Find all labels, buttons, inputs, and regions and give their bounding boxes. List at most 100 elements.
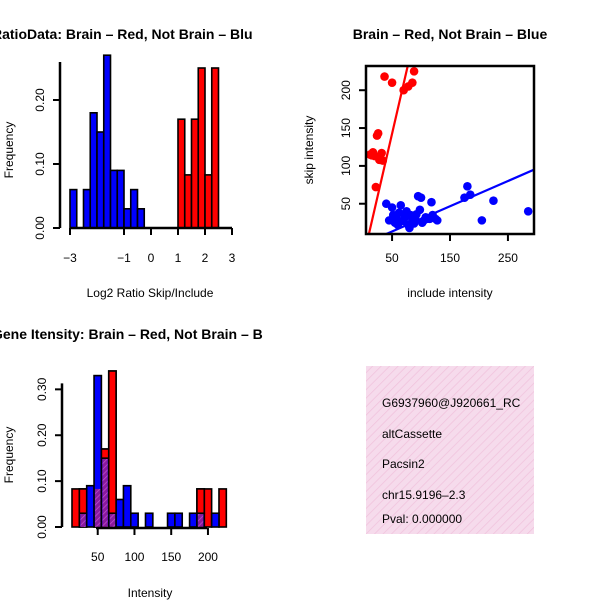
intensity-bar-brain-top-5 (196, 488, 206, 515)
intensity-histogram-panel: Gene Itensity: Brain – Red, Not Brain – … (0, 326, 263, 600)
intensity-overlap-185 (197, 513, 204, 527)
scatter-plot-area (366, 66, 534, 234)
scatter-point-not-brain-27 (427, 197, 436, 207)
scatter-points (366, 66, 534, 234)
scatter-point-not-brain-32 (463, 182, 472, 191)
intensity-bar-not-brain-7 (129, 512, 139, 528)
info-gene-name: Pacsin2 (382, 457, 425, 471)
ratio-bar-not-brain-6 (116, 169, 125, 229)
intensity-axes: 50 100 150 200 0.00 0.10 0.20 0.30 (35, 377, 218, 564)
intensity-overlap-65 (109, 513, 116, 527)
scatter-point-brain-16 (409, 66, 419, 76)
intensity-bars (71, 370, 228, 528)
ratio-y-tick-label-2: 0.20 (33, 88, 47, 112)
ratio-y-tick-label-1: 0.10 (33, 152, 47, 176)
intensity-overlap-45 (95, 488, 101, 527)
scatter-point-brain-11 (380, 72, 389, 81)
info-location: chr15.9196–2.3 (382, 488, 466, 502)
intensity-bar-not-brain-9 (166, 512, 176, 528)
ratio-x-label: Log2 Ratio Skip/Include (87, 286, 214, 300)
ratio-x-tick-label-0: −3 (63, 251, 77, 265)
scatter-axes: 50 150 250 50 100 150 200 (339, 64, 536, 265)
scatter-point-not-brain-20 (415, 205, 425, 215)
scatter-point-brain-9 (377, 148, 386, 158)
scatter-x-tick-label-2: 250 (498, 251, 518, 265)
scatter-y-tick-label-3: 200 (339, 80, 353, 100)
intensity-x-tick-label-3: 200 (198, 550, 218, 564)
ratio-bar-not-brain-4 (102, 54, 112, 229)
scatter-x-tick-label-1: 150 (440, 251, 460, 265)
ratio-bar-brain-5 (210, 67, 220, 229)
intensity-bar-not-brain-10 (174, 512, 184, 528)
intensity-bar-not-brain-1 (85, 484, 95, 528)
ratio-bar-brain-0 (177, 118, 186, 229)
scatter-point-not-brain-30 (432, 216, 442, 225)
scatter-fit-line-brain (367, 66, 409, 234)
ratio-bar-brain-2 (190, 118, 200, 229)
scatter-y-tick-label-0: 50 (339, 197, 353, 211)
ratio-x-tick-label-1: −1 (117, 251, 131, 265)
scatter-point-not-brain-21 (416, 193, 426, 202)
intensity-x-tick-label-2: 150 (161, 550, 181, 564)
scatter-chart-title: Brain – Red, Not Brain – Blue (353, 26, 548, 42)
scatter-point-brain-15 (408, 78, 417, 87)
ratio-bar-not-brain-7 (123, 208, 132, 229)
ratio-x-tick-label-4: 2 (202, 251, 209, 265)
intensity-y-tick-label-2: 0.20 (35, 423, 49, 447)
ratio-bar-not-brain-5 (109, 169, 119, 229)
scatter-point-brain-12 (387, 78, 397, 87)
intensity-y-tick-label-0: 0.00 (35, 515, 49, 539)
ratio-bar-not-brain-9 (136, 208, 146, 229)
info-pval: Pval: 0.000000 (382, 512, 462, 526)
ratio-histogram-panel: RatioData: Brain – Red, Not Brain – Blu … (0, 26, 253, 300)
intensity-x-tick-label-1: 100 (124, 550, 144, 564)
intensity-bar-brain-6 (203, 488, 213, 528)
intensity-bar-brain-7 (218, 488, 228, 528)
gene-info-panel: G6937960@J920661_RC altCassette Pacsin2 … (366, 366, 534, 534)
scatter-point-not-brain-34 (477, 216, 487, 225)
info-panel-background (366, 366, 534, 534)
info-gene-id: G6937960@J920661_RC (382, 396, 521, 410)
scatter-y-tick-label-2: 150 (339, 118, 353, 138)
scatter-point-not-brain-36 (523, 206, 533, 216)
intensity-bar-not-brain-11 (188, 512, 198, 528)
intensity-chart-title: Gene Itensity: Brain – Red, Not Brain – … (0, 326, 263, 342)
scatter-y-label: skip intensity (302, 116, 316, 185)
ratio-bars (69, 54, 220, 229)
intensity-overlap-25 (80, 513, 86, 527)
intensity-x-label: Intensity (128, 586, 173, 600)
ratio-bar-not-brain-2 (89, 112, 98, 229)
intensity-bar-brain-top-4 (107, 370, 117, 515)
intensity-bar-not-brain-6 (122, 484, 132, 528)
scatter-point-not-brain-2 (387, 203, 397, 212)
ratio-chart-title: RatioData: Brain – Red, Not Brain – Blu (0, 26, 253, 42)
ratio-x-tick-label-5: 3 (229, 251, 236, 265)
scatter-point-not-brain-35 (489, 196, 498, 206)
ratio-bar-not-brain-3 (96, 131, 105, 229)
intensity-bar-not-brain-8 (144, 512, 154, 528)
intensity-overlap-55 (102, 458, 108, 527)
intensity-y-tick-label-1: 0.10 (35, 469, 49, 493)
intensity-x-tick-label-0: 50 (91, 550, 105, 564)
intensity-bar-not-brain-5 (115, 498, 125, 528)
intensity-y-label: Frequency (2, 427, 16, 484)
scatter-x-label: include intensity (407, 286, 492, 300)
intensity-bar-not-brain-13 (210, 512, 220, 528)
ratio-bar-not-brain-8 (129, 188, 139, 229)
scatter-panel: Brain – Red, Not Brain – Blue 50 150 25050… (302, 26, 547, 300)
scatter-point-not-brain-8 (396, 200, 406, 210)
scatter-y-tick-label-1: 100 (339, 156, 353, 176)
scatter-x-tick-label-0: 50 (385, 251, 399, 265)
ratio-bar-brain-4 (204, 174, 213, 229)
scatter-point-not-brain-7 (394, 208, 404, 218)
intensity-bar-brain-0 (71, 488, 81, 528)
ratio-bar-not-brain-0 (69, 188, 78, 229)
ratio-bar-brain-3 (197, 67, 206, 229)
ratio-y-label: Frequency (2, 122, 16, 179)
scatter-point-brain-4 (371, 182, 381, 192)
ratio-bar-brain-1 (183, 174, 193, 229)
scatter-point-brain-10 (378, 156, 388, 165)
scatter-point-brain-6 (373, 129, 383, 138)
ratio-x-tick-label-3: 1 (175, 251, 182, 265)
